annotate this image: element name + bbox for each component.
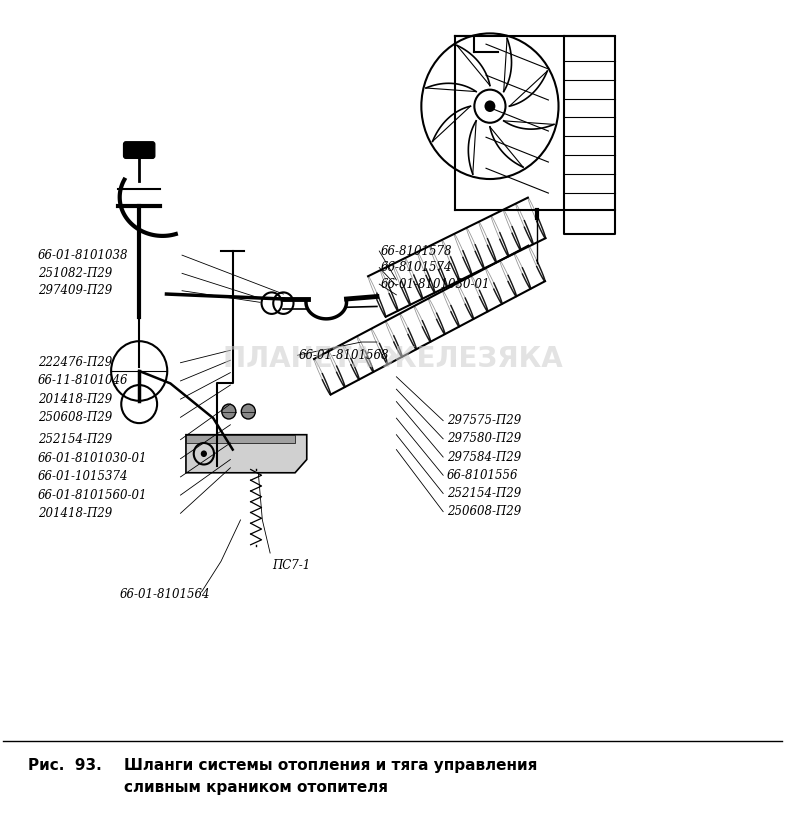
Text: 201418-П29: 201418-П29 xyxy=(38,506,112,520)
Text: 66-01-8101030-01: 66-01-8101030-01 xyxy=(38,452,148,465)
Text: 252154-П29: 252154-П29 xyxy=(38,433,112,446)
Text: 66-01-8101038: 66-01-8101038 xyxy=(38,248,129,262)
Text: 66-11-8101046: 66-11-8101046 xyxy=(38,374,129,387)
Text: 297409-П29: 297409-П29 xyxy=(38,284,112,297)
Text: 250608-П29: 250608-П29 xyxy=(38,411,112,424)
Polygon shape xyxy=(186,435,295,443)
Text: 252154-П29: 252154-П29 xyxy=(447,487,521,500)
Circle shape xyxy=(201,451,207,457)
Text: 201418-П29: 201418-П29 xyxy=(38,392,112,406)
Text: ПC7-1: ПC7-1 xyxy=(272,559,310,572)
Circle shape xyxy=(222,404,235,419)
Text: 250608-П29: 250608-П29 xyxy=(447,505,521,518)
Text: 297580-П29: 297580-П29 xyxy=(447,432,521,446)
Text: Рис.  93.: Рис. 93. xyxy=(27,758,101,773)
Text: 66-01-1015374: 66-01-1015374 xyxy=(38,471,129,483)
Text: 66-01-8101568: 66-01-8101568 xyxy=(299,349,389,362)
Text: 297575-П29: 297575-П29 xyxy=(447,414,521,427)
Text: ПЛАНЕТА ЖЕЛЕЗЯКА: ПЛАНЕТА ЖЕЛЕЗЯКА xyxy=(223,345,562,372)
Circle shape xyxy=(241,404,255,419)
Text: 222476-П29: 222476-П29 xyxy=(38,357,112,369)
Text: 66-01-8101564: 66-01-8101564 xyxy=(119,588,210,601)
Text: сливным краником отопителя: сливным краником отопителя xyxy=(123,780,388,795)
Text: 66-01-8101030-01: 66-01-8101030-01 xyxy=(381,277,491,291)
Circle shape xyxy=(484,101,495,112)
Text: 66-8101574: 66-8101574 xyxy=(381,261,452,274)
Text: 297584-П29: 297584-П29 xyxy=(447,451,521,463)
Text: 251082-П29: 251082-П29 xyxy=(38,267,112,280)
Text: 66-8101556: 66-8101556 xyxy=(447,469,519,481)
Polygon shape xyxy=(186,435,307,473)
Text: Шланги системы отопления и тяга управления: Шланги системы отопления и тяга управлен… xyxy=(123,758,537,773)
Text: 66-01-8101560-01: 66-01-8101560-01 xyxy=(38,489,148,501)
FancyBboxPatch shape xyxy=(123,142,155,158)
Text: 66-8101578: 66-8101578 xyxy=(381,245,452,257)
